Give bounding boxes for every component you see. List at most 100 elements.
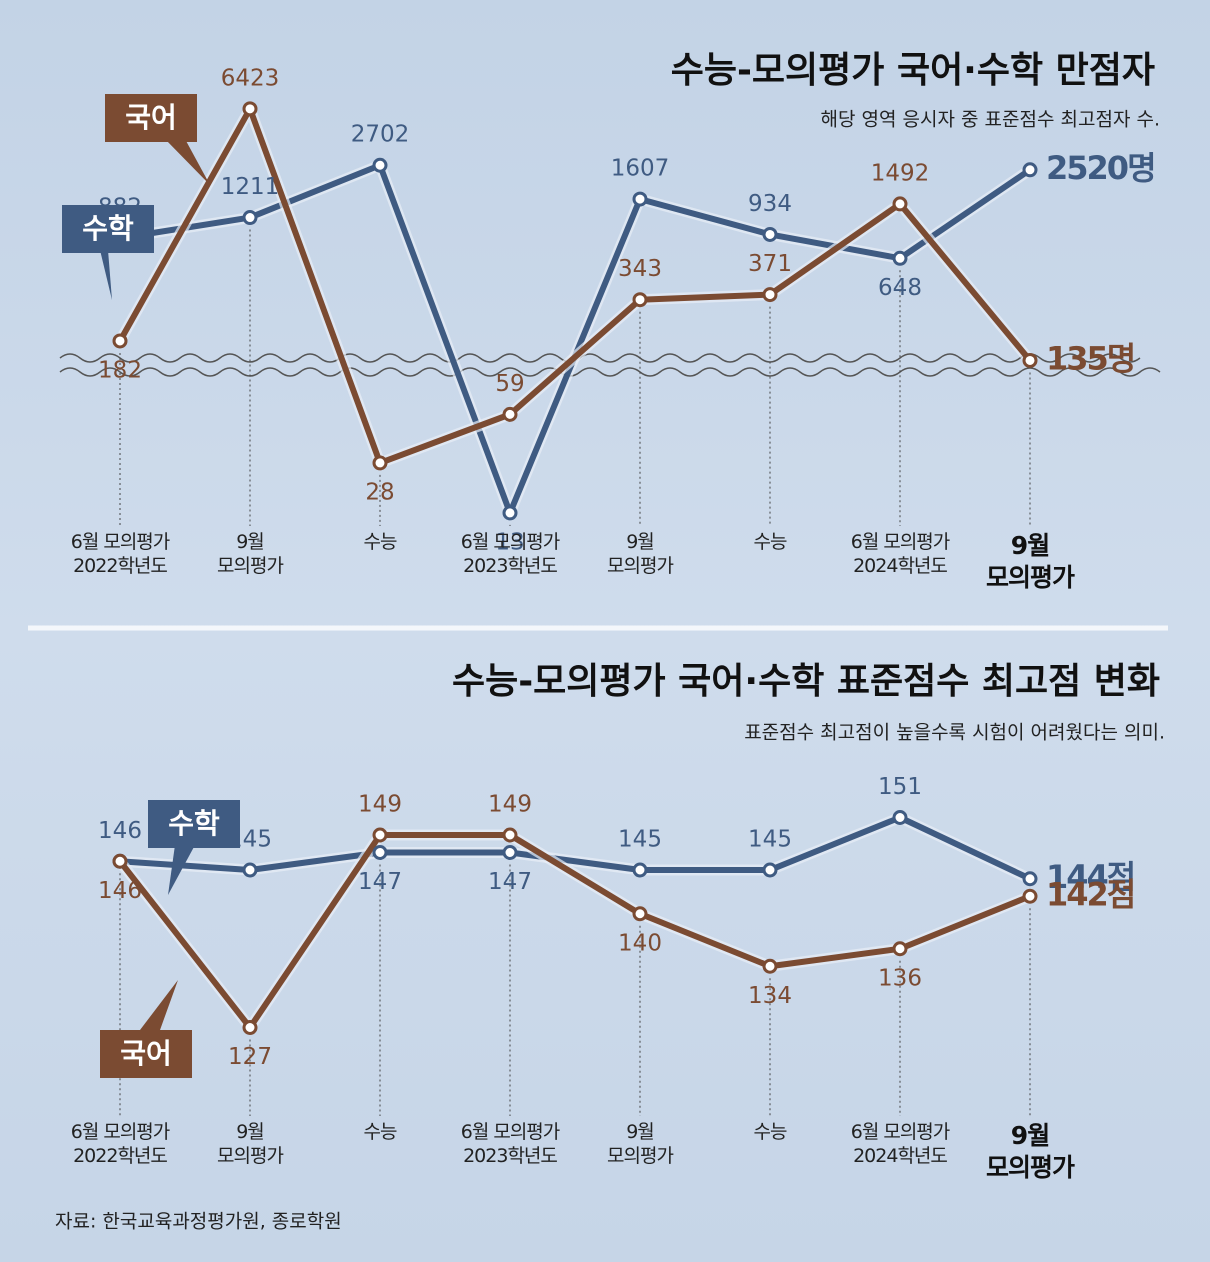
value-label: 149: [358, 792, 402, 818]
legend-box: [148, 800, 240, 848]
value-label: 140: [618, 930, 662, 956]
end-label: 135명: [1046, 339, 1134, 377]
value-label: 648: [878, 275, 922, 301]
point: [762, 958, 778, 974]
point: [372, 157, 388, 173]
x-tick-label: 9월 모의평가: [217, 1121, 284, 1167]
x-tick-label: 9월 모의평가: [217, 531, 284, 577]
end-label: 2520명: [1046, 149, 1155, 187]
point: [372, 455, 388, 471]
value-label: 59: [495, 371, 524, 397]
point: [1022, 871, 1038, 887]
legend-box: [62, 205, 154, 253]
callout-pointer: [140, 980, 178, 1030]
x-tick-label: 9월 모의평가: [607, 1121, 674, 1167]
point: [1022, 352, 1038, 368]
value-label: 371: [748, 251, 792, 277]
x-tick-label: 6월 모의평가 2022학년도: [70, 531, 171, 577]
point: [242, 1020, 258, 1035]
value-label: 136: [878, 965, 922, 991]
value-label: 934: [748, 191, 792, 217]
x-tick-label: 6월 모의평가 2023학년도: [460, 531, 561, 577]
point: [632, 191, 648, 207]
value-label: 145: [618, 827, 662, 853]
x-tick-label: 9월 모의평가: [985, 1121, 1075, 1182]
point: [372, 827, 388, 843]
value-label: 343: [618, 256, 662, 282]
callout-pointer: [165, 139, 210, 185]
point: [1022, 888, 1038, 904]
x-tick-label: 수능: [363, 531, 398, 553]
series-line: [119, 814, 1032, 882]
point: [112, 333, 128, 349]
x-tick-label: 6월 모의평가 2023학년도: [460, 1121, 561, 1167]
point: [762, 287, 778, 303]
value-label: 149: [488, 792, 532, 818]
x-tick-label: 6월 모의평가 2022학년도: [70, 1121, 171, 1167]
chart-title: 수능-모의평가 국어·수학 표준점수 최고점 변화: [452, 661, 1160, 702]
series-line: [117, 105, 1033, 466]
legend-box: [105, 94, 197, 142]
x-tick-label: 수능: [753, 531, 788, 553]
value-label: 182: [98, 357, 142, 383]
value-label: 1211: [221, 174, 280, 200]
value-label: 2702: [351, 122, 410, 148]
end-label: 142점: [1046, 875, 1134, 913]
point: [892, 250, 908, 266]
value-label: 146: [98, 878, 142, 904]
point: [502, 505, 518, 521]
point: [242, 862, 258, 878]
point: [632, 862, 648, 878]
callout-pointer: [100, 250, 112, 300]
point: [762, 862, 778, 878]
point: [1022, 162, 1038, 178]
value-label: 145: [748, 827, 792, 853]
point: [892, 941, 908, 957]
axis-break: [59, 367, 1161, 377]
point: [892, 810, 908, 825]
value-label: 28: [365, 479, 394, 505]
legend-label: 국어: [120, 1037, 172, 1070]
end-label: 144점: [1046, 858, 1134, 896]
callout-pointer: [168, 845, 195, 895]
point: [632, 906, 648, 922]
series-line: [117, 832, 1032, 1031]
value-label: 147: [488, 869, 532, 895]
point: [502, 827, 518, 843]
x-tick-label: 수능: [753, 1121, 788, 1143]
point: [242, 101, 258, 117]
point: [502, 406, 518, 422]
x-tick-label: 9월 모의평가: [985, 531, 1075, 592]
value-label: 127: [228, 1044, 272, 1070]
chart-subtitle: 해당 영역 응시자 중 표준점수 최고점자 수.: [821, 109, 1160, 131]
legend-label: 수학: [82, 212, 134, 245]
point: [242, 210, 258, 226]
value-label: 1492: [871, 160, 930, 186]
legend-label: 국어: [125, 101, 177, 134]
point: [502, 845, 518, 860]
x-tick-label: 수능: [363, 1121, 398, 1143]
chart-title: 수능-모의평가 국어·수학 만점자: [671, 50, 1155, 91]
x-tick-label: 9월 모의평가: [607, 531, 674, 577]
axis-break: [59, 353, 1141, 363]
value-label: 1607: [611, 156, 670, 182]
x-tick-label: 6월 모의평가 2024학년도: [850, 1121, 951, 1167]
point: [372, 845, 388, 860]
value-label: 6423: [221, 65, 280, 91]
source: 자료: 한국교육과정평가원, 종로학원: [55, 1211, 342, 1233]
legend-box: [100, 1030, 192, 1078]
legend-label: 수학: [168, 807, 220, 840]
value-label: 134: [748, 983, 792, 1009]
value-label: 13: [495, 529, 524, 555]
value-label: 151: [878, 774, 922, 800]
x-tick-label: 6월 모의평가 2024학년도: [850, 531, 951, 577]
point: [892, 196, 908, 212]
value-label: 146: [98, 818, 142, 844]
chart-subtitle: 표준점수 최고점이 높을수록 시험이 어려웠다는 의미.: [744, 722, 1165, 744]
point: [632, 292, 648, 308]
value-label: 147: [358, 869, 402, 895]
point: [762, 226, 778, 242]
point: [112, 853, 128, 869]
